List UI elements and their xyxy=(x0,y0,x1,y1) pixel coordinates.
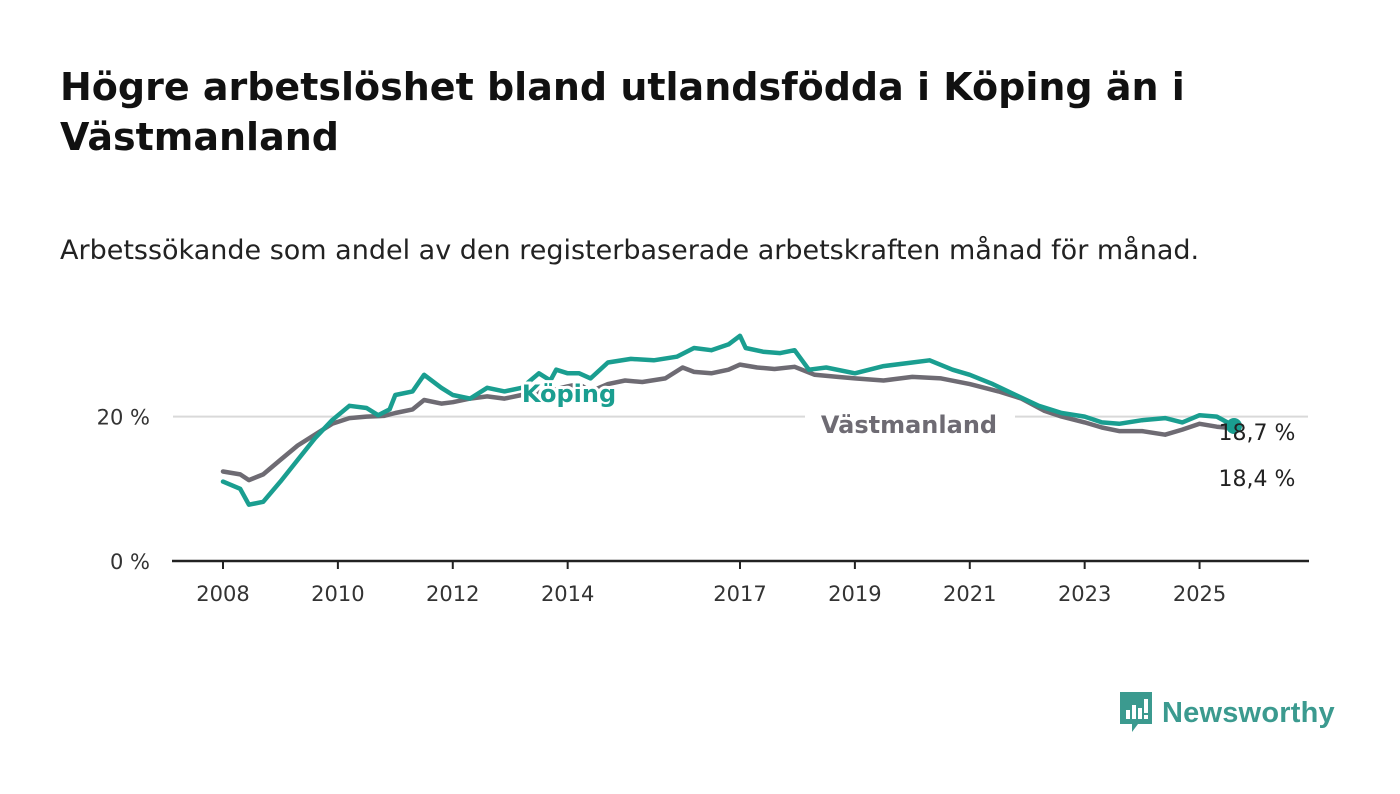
x-tick-label: 2014 xyxy=(541,582,594,606)
end-marker-koping xyxy=(1226,418,1243,435)
x-tick-label: 2008 xyxy=(196,582,249,606)
end-markers: 18,7 % 18,4 % xyxy=(1219,418,1296,492)
chart-subtitle: Arbetssökande som andel av den registerb… xyxy=(60,235,1200,266)
x-tick-labels: 2008 2010 2012 2014 2017 2019 2021 2023 2025 xyxy=(196,582,1226,606)
series-line-vastmanland xyxy=(220,362,1237,483)
y-tick-label: 20 % xyxy=(97,406,150,430)
x-tick-label: 2021 xyxy=(943,582,996,606)
x-tick-label: 2019 xyxy=(828,582,881,606)
series-label-koping: Köping xyxy=(522,380,616,408)
chart-title: Högre arbetslöshet bland utlandsfödda i … xyxy=(60,65,1185,159)
series-label-vastmanland: Västmanland xyxy=(821,411,997,439)
x-tick-label: 2012 xyxy=(426,582,479,606)
y-tick-labels: 0 % 20 % xyxy=(97,406,150,574)
x-tick-label: 2025 xyxy=(1173,582,1226,606)
end-label-vastmanland: 18,4 % xyxy=(1219,467,1296,492)
series-labels: Köping Västmanland xyxy=(519,377,1015,442)
x-tick-label: 2017 xyxy=(713,582,766,606)
series-line-koping xyxy=(220,333,1237,507)
x-tick-label: 2023 xyxy=(1058,582,1111,606)
newsworthy-logo: Newsworthy xyxy=(1118,690,1335,736)
y-tick-label: 0 % xyxy=(110,550,150,574)
logo-text: Newsworthy xyxy=(1162,696,1335,729)
x-axis xyxy=(172,559,1309,569)
series-lines xyxy=(220,333,1237,507)
end-label-koping: 18,7 % xyxy=(1219,421,1296,446)
x-tick-label: 2010 xyxy=(311,582,364,606)
label-halo-vastmanland xyxy=(805,407,1015,441)
newsworthy-bar-chart-icon xyxy=(1120,692,1152,732)
